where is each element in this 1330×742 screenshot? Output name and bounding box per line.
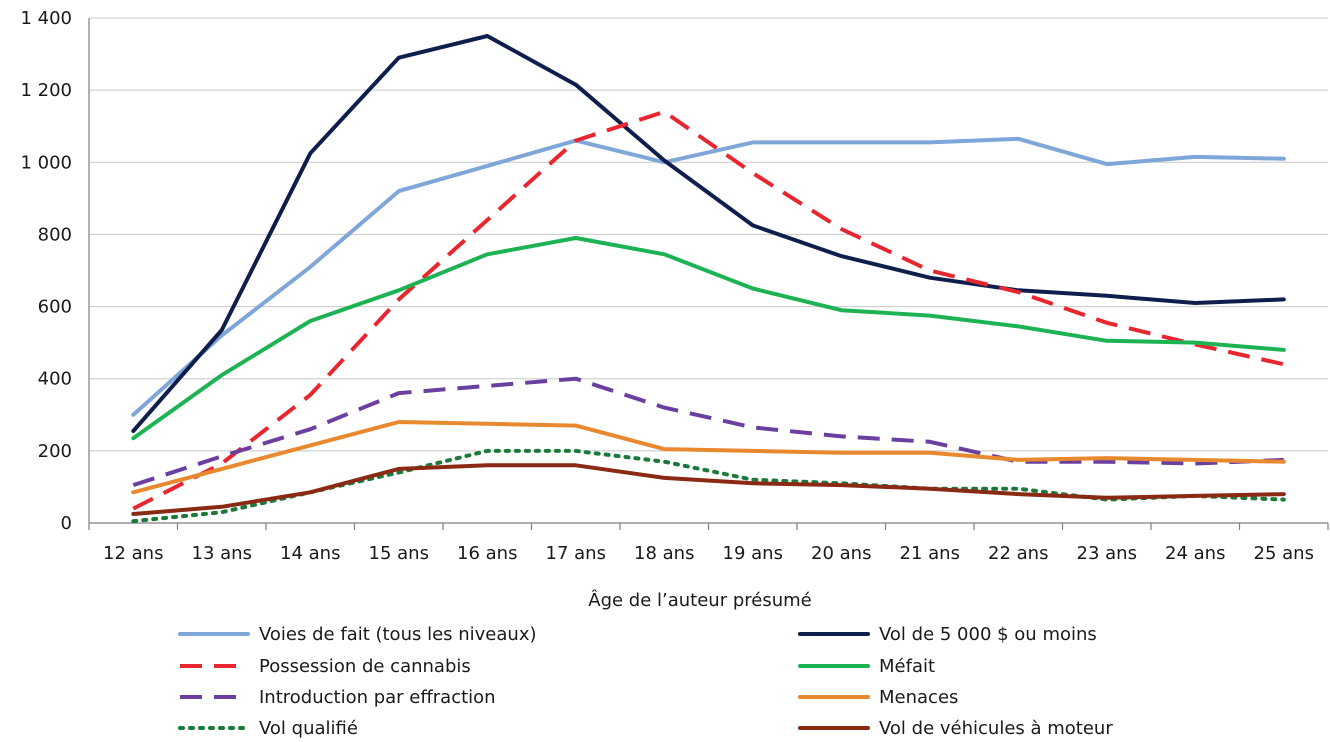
x-tick-label: 24 ans <box>1165 543 1225 564</box>
x-tick-label: 14 ans <box>280 543 340 564</box>
x-tick-label: 13 ans <box>192 543 252 564</box>
x-tick-label: 23 ans <box>1077 543 1137 564</box>
gridlines <box>89 17 1328 452</box>
legend-label: Possession de cannabis <box>259 656 471 677</box>
legend-item: Vol de véhicules à moteur <box>798 718 1113 739</box>
y-tick-label: 800 <box>38 224 72 245</box>
legend-item: Introduction par effraction <box>180 687 496 708</box>
x-tick-label: 17 ans <box>546 543 606 564</box>
y-tick-label: 1 200 <box>20 80 72 101</box>
legend-item: Vol de 5 000 $ ou moins <box>798 624 1097 645</box>
series-line-1 <box>131 136 1286 417</box>
legend-label: Vol de 5 000 $ ou moins <box>879 624 1097 645</box>
y-tick-label: 200 <box>38 441 72 462</box>
y-axis-ticks: 0 200 400 600 800 1 000 1 200 1 400 <box>20 8 72 534</box>
legend-label: Méfait <box>879 656 935 677</box>
x-axis-title: Âge de l’auteur présumé <box>588 589 811 611</box>
legend: Voies de fait (tous les niveaux) Vol de 5… <box>178 624 1113 739</box>
series-line-6 <box>131 420 1286 495</box>
y-tick-label: 1 400 <box>20 8 72 29</box>
legend-item: Possession de cannabis <box>180 656 471 677</box>
x-tick-label: 12 ans <box>103 543 163 564</box>
y-tick-label: 1 000 <box>20 152 72 173</box>
series-line-4 <box>131 236 1286 441</box>
x-tick-label: 21 ans <box>900 543 960 564</box>
legend-label: Introduction par effraction <box>259 687 496 708</box>
legend-item: Méfait <box>798 656 935 677</box>
y-tick-label: 400 <box>38 369 72 390</box>
legend-label: Vol qualifié <box>259 718 358 739</box>
x-tick-label: 18 ans <box>634 543 694 564</box>
x-tick-label: 15 ans <box>369 543 429 564</box>
legend-item: Vol qualifié <box>178 718 358 739</box>
x-tick-label: 20 ans <box>811 543 871 564</box>
legend-label: Menaces <box>879 687 958 708</box>
series-line-5 <box>132 376 1284 488</box>
x-tick-label: 19 ans <box>723 543 783 564</box>
x-tick-label: 22 ans <box>988 543 1048 564</box>
series-lines <box>131 34 1286 524</box>
legend-item: Menaces <box>798 687 958 708</box>
y-tick-label: 0 <box>61 513 72 534</box>
x-axis: 12 ans 13 ans 14 ans 15 ans 16 ans 17 ans 18 a… <box>88 18 1329 564</box>
series-line-2 <box>131 34 1286 433</box>
legend-item: Voies de fait (tous les niveaux) <box>178 624 537 645</box>
legend-label: Voies de fait (tous les niveaux) <box>259 624 537 645</box>
legend-label: Vol de véhicules à moteur <box>879 718 1113 739</box>
series-line-8 <box>131 463 1286 516</box>
x-tick-label: 16 ans <box>457 543 517 564</box>
series-line-3 <box>132 109 1285 511</box>
x-tick-label: 25 ans <box>1254 543 1314 564</box>
y-tick-label: 600 <box>38 297 72 318</box>
